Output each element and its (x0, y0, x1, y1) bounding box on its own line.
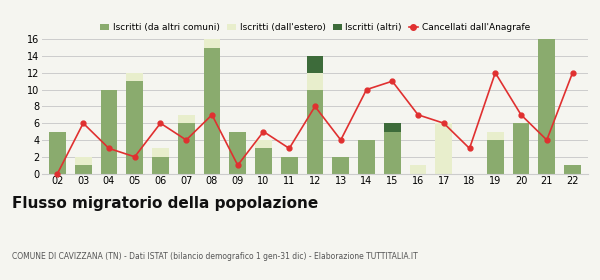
Bar (410, 165, 427, 174)
Text: Flusso migratorio della popolazione: Flusso migratorio della popolazione (12, 196, 318, 211)
Bar (255, 148, 272, 174)
Bar (75, 157, 92, 165)
Bar (127, 73, 143, 81)
Bar (49, 132, 66, 174)
Bar (178, 115, 194, 123)
Bar (538, 39, 555, 174)
Bar (358, 140, 375, 174)
Bar (487, 132, 503, 140)
Bar (307, 73, 323, 90)
Text: COMUNE DI CAVIZZANA (TN) - Dati ISTAT (bilancio demografico 1 gen-31 dic) - Elab: COMUNE DI CAVIZZANA (TN) - Dati ISTAT (b… (12, 252, 418, 261)
Bar (564, 165, 581, 174)
Bar (281, 157, 298, 174)
Bar (255, 140, 272, 148)
Bar (384, 132, 401, 174)
Bar (101, 90, 118, 174)
Bar (512, 123, 529, 174)
Bar (75, 165, 92, 174)
Bar (203, 39, 220, 48)
Bar (307, 90, 323, 174)
Bar (384, 123, 401, 132)
Bar (178, 123, 194, 174)
Legend: Iscritti (da altri comuni), Iscritti (dall'estero), Iscritti (altri), Cancellati: Iscritti (da altri comuni), Iscritti (da… (100, 23, 530, 32)
Bar (127, 81, 143, 174)
Bar (436, 123, 452, 174)
Bar (229, 132, 246, 174)
Bar (487, 140, 503, 174)
Bar (203, 48, 220, 174)
Bar (332, 157, 349, 174)
Bar (152, 157, 169, 174)
Bar (307, 56, 323, 73)
Bar (152, 148, 169, 157)
